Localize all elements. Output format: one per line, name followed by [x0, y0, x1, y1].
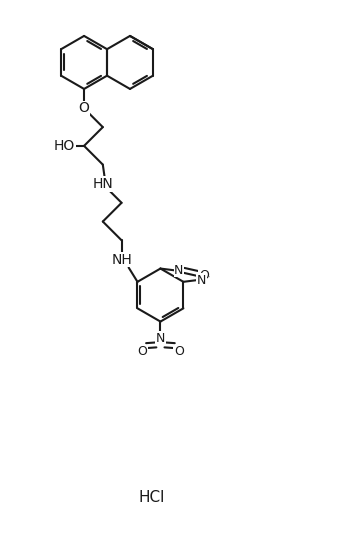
Text: N: N — [197, 273, 206, 287]
Text: N: N — [174, 264, 183, 277]
Text: NH: NH — [111, 253, 132, 267]
Text: HO: HO — [54, 139, 75, 153]
Text: O: O — [199, 268, 209, 282]
Text: HN: HN — [92, 177, 113, 191]
Text: O: O — [174, 345, 184, 358]
Text: HCl: HCl — [138, 490, 164, 505]
Text: N: N — [156, 332, 165, 345]
Text: O: O — [137, 345, 147, 358]
Text: O: O — [79, 102, 89, 115]
